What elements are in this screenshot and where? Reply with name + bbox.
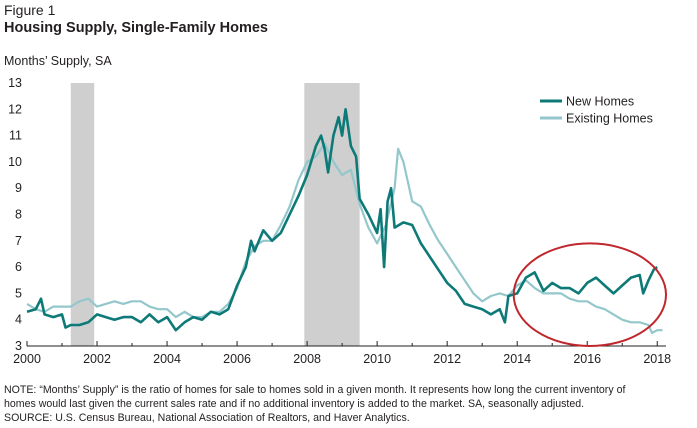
legend: New Homes Existing Homes (540, 95, 653, 126)
chart-note: NOTE: “Months’ Supply” is the ratio of h… (4, 383, 694, 425)
x-tick-label: 2014 (503, 352, 531, 366)
y-tick-label: 11 (9, 129, 22, 143)
x-tick-label: 2006 (223, 352, 251, 366)
recession-band-2 (304, 83, 360, 346)
chart-title: Housing Supply, Single-Family Homes (4, 20, 268, 36)
y-axis: 3 4 5 6 7 8 9 10 11 12 13 (8, 76, 22, 353)
note-line-1: NOTE: “Months’ Supply” is the ratio of h… (4, 384, 626, 396)
figure-label: Figure 1 (4, 2, 56, 18)
x-tick-label: 2010 (363, 352, 391, 366)
x-tick-label: 2008 (293, 352, 321, 366)
y-tick-label: 8 (15, 208, 22, 222)
y-tick-label: 3 (15, 339, 22, 353)
legend-label-2: Existing Homes (566, 112, 653, 126)
series-line-existing-homes (26, 142, 663, 334)
x-tick-label: 2004 (153, 352, 181, 366)
note-line-2: homes would last given the current sales… (4, 398, 585, 410)
series-lines (26, 108, 663, 334)
recession-shading (70, 83, 360, 346)
source-line: SOURCE: U.S. Census Bureau, National Ass… (4, 412, 410, 424)
y-tick-label: 5 (15, 286, 22, 300)
series-line-new-homes (26, 108, 658, 332)
line-chart: 3 4 5 6 7 8 9 10 11 12 13 2000 2002 2004 2006 2008 2010… (8, 76, 671, 366)
y-axis-label: Months’ Supply, SA (4, 54, 112, 68)
x-tick-label: 2018 (643, 352, 671, 366)
y-tick-label: 7 (15, 234, 22, 248)
x-tick-label: 2002 (83, 352, 111, 366)
y-tick-label: 12 (8, 102, 22, 116)
x-tick-label: 2012 (433, 352, 461, 366)
y-tick-label: 9 (15, 181, 22, 195)
y-tick-label: 4 (15, 313, 22, 327)
legend-label-1: New Homes (566, 95, 634, 109)
highlight-ellipse (512, 242, 668, 347)
recession-band-1 (70, 83, 95, 346)
x-axis: 2000 2002 2004 2006 2008 2010 2012 2014 2016 2018 (13, 341, 671, 366)
y-tick-label: 6 (15, 260, 22, 274)
y-tick-label: 13 (8, 76, 22, 90)
y-tick-label: 10 (8, 155, 22, 169)
x-tick-label: 2000 (13, 352, 41, 366)
x-tick-label: 2016 (573, 352, 601, 366)
